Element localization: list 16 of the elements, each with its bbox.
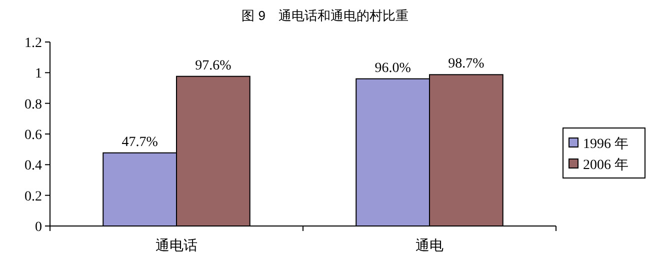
legend-label: 2006 年 (583, 158, 628, 173)
y-tick-label: 0.4 (24, 158, 42, 174)
y-tick-label: 0.2 (24, 189, 42, 204)
data-label: 97.6% (195, 58, 232, 74)
legend-label: 1996 年 (583, 137, 628, 152)
y-tick-label: 1.2 (24, 36, 42, 51)
x-tick-label: 通电话 (156, 237, 198, 253)
x-tick-label: 通电 (416, 237, 444, 253)
y-tick-label: 1 (35, 66, 42, 82)
title: 图 9 通电话和通电的村比重 (242, 8, 408, 23)
data-label: 96.0% (374, 60, 411, 76)
data-label: 98.7% (448, 56, 484, 72)
y-tick-label: 0.8 (24, 97, 42, 112)
y-tick-label: 0 (35, 220, 42, 235)
y-tick-label: 0.6 (24, 128, 42, 143)
data-label: 47.7% (122, 134, 158, 150)
